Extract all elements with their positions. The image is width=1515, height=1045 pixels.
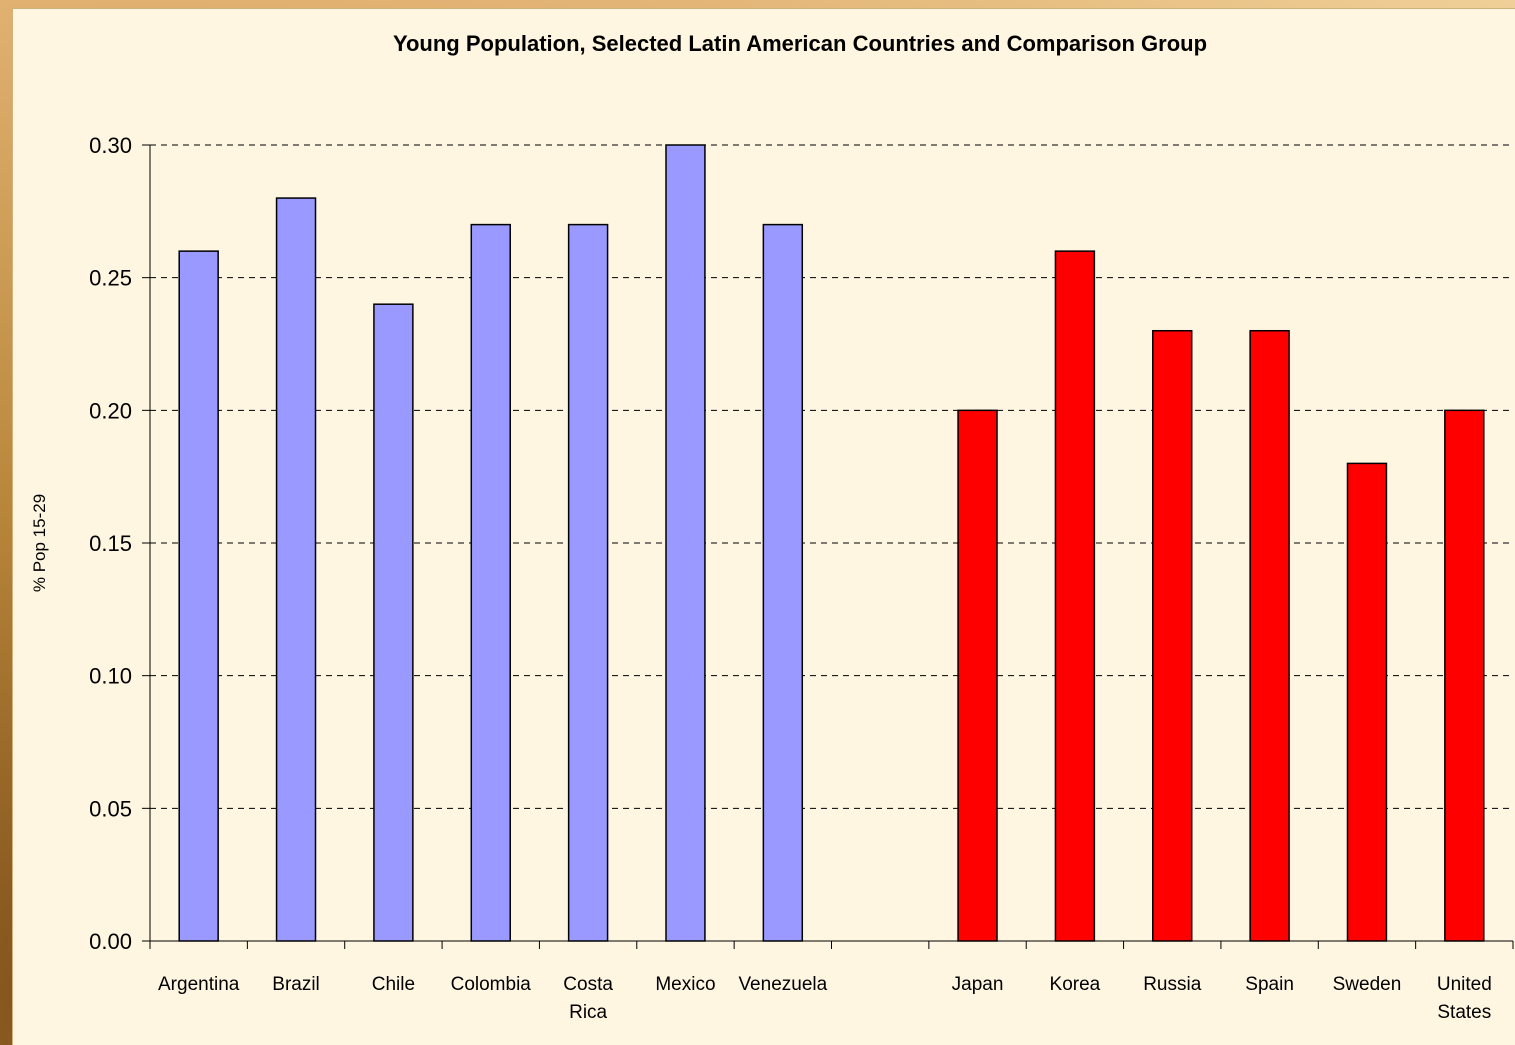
bar [957, 409, 998, 942]
bar [1152, 329, 1193, 942]
y-tick-label: 0.25 [89, 266, 132, 291]
x-tick-label: Korea [1050, 974, 1101, 995]
x-tick-label: Mexico [655, 974, 715, 995]
x-tick-label: Argentina [158, 974, 240, 995]
x-tick-label: Colombia [451, 974, 532, 995]
x-tick-label: Costa [563, 974, 613, 995]
y-tick-label: 0.20 [89, 398, 132, 423]
x-tick-label: United [1437, 974, 1492, 995]
x-tick-label: Spain [1245, 974, 1294, 995]
bar [1249, 329, 1290, 942]
x-tick-label: Russia [1143, 974, 1202, 995]
chart-title: Young Population, Selected Latin America… [393, 31, 1207, 56]
y-tick-label: 0.10 [89, 664, 132, 689]
x-tick-label: Chile [372, 974, 415, 995]
y-axis-label: % Pop 15-29 [30, 494, 49, 592]
y-tick-label: 0.30 [89, 133, 132, 158]
y-tick-label: 0.15 [89, 531, 132, 556]
bar [665, 144, 706, 942]
bar [1054, 250, 1096, 942]
bar [178, 250, 219, 942]
x-tick-label: Brazil [272, 974, 320, 995]
bar [275, 197, 317, 942]
x-tick-label: Venezuela [738, 974, 827, 995]
bar [1346, 462, 1388, 942]
y-tick-label: 0.00 [89, 929, 132, 954]
x-tick-label: Sweden [1333, 974, 1402, 995]
x-tick-label: States [1437, 1002, 1491, 1023]
bar [373, 303, 414, 942]
x-tick-label: Rica [569, 1002, 607, 1023]
bar [567, 223, 609, 942]
bar [470, 223, 511, 942]
bar [1444, 409, 1485, 942]
bar [762, 223, 804, 942]
y-tick-label: 0.05 [89, 796, 132, 821]
x-tick-label: Japan [952, 974, 1004, 995]
